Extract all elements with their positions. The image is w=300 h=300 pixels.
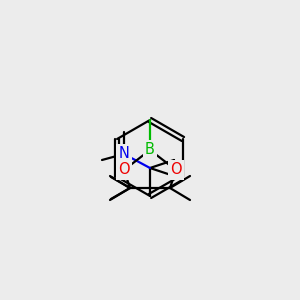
Text: N: N <box>118 146 129 161</box>
Text: B: B <box>145 142 155 158</box>
Text: O: O <box>170 163 182 178</box>
Text: O: O <box>118 163 130 178</box>
